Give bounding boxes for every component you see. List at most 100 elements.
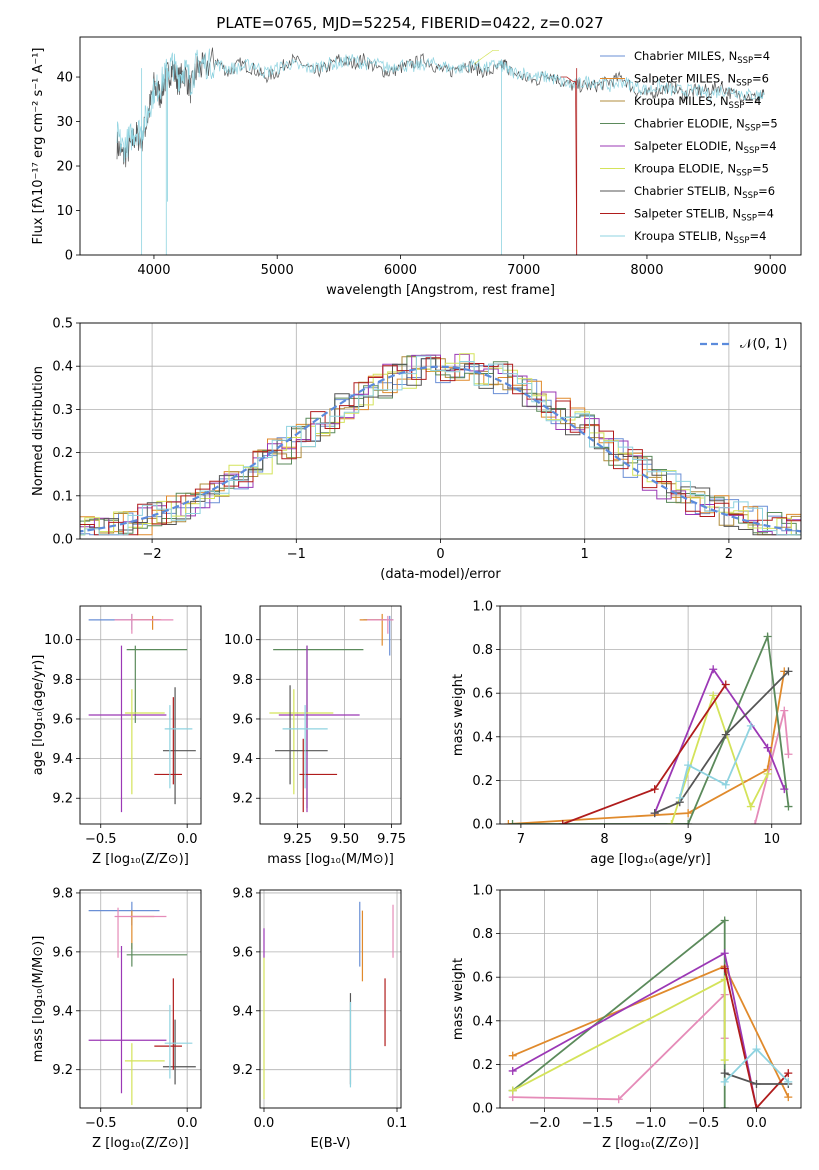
histogram-step xyxy=(80,358,801,536)
y-tick-label: 9.8 xyxy=(52,673,73,688)
legend-label-n: =4 xyxy=(760,139,777,153)
y-axis-label: mass [log₁₀(M/M⊙)] xyxy=(31,936,46,1063)
legend-label-n: =6 xyxy=(758,184,775,198)
x-tick-label: 0.0 xyxy=(254,1116,275,1131)
y-tick-label: 30 xyxy=(56,115,73,130)
y-tick-label: 1.0 xyxy=(472,884,493,899)
y-tick-label: 9.8 xyxy=(232,886,253,901)
legend-label-name: Chabrier ELODIE, N xyxy=(634,117,745,131)
series-line xyxy=(562,683,727,824)
axes-frame xyxy=(79,322,802,540)
y-tick-label: 0.8 xyxy=(472,643,493,658)
x-tick-label: −0.5 xyxy=(688,1116,720,1131)
series-marker xyxy=(558,820,567,824)
legend-label: Chabrier STELIB, NSSP=6 xyxy=(634,184,775,201)
series-marker xyxy=(720,916,729,925)
x-tick-label: 4000 xyxy=(137,263,170,278)
series-line xyxy=(654,670,790,814)
legend-label-n: =4 xyxy=(757,207,774,221)
legend-label-name: Salpeter MILES, N xyxy=(634,72,736,86)
x-tick-label: −1 xyxy=(287,547,306,562)
legend-label-sub: SSP xyxy=(734,236,750,246)
legend-label-name: Kroupa STELIB, N xyxy=(634,229,734,243)
y-tick-label: 0.4 xyxy=(472,1014,493,1029)
x-axis-label: Z [log₁₀(Z/Z⊙)] xyxy=(602,1136,699,1151)
x-tick-label: −2.0 xyxy=(529,1116,561,1131)
residuals-panel: −2 −1 0 1 2 0.0 0.1 0.2 0.3 0.4 0.5 (data-model)/er… xyxy=(31,317,802,582)
errorbar-group xyxy=(269,613,394,813)
series-marker xyxy=(709,691,718,700)
y-tick-label: 9.8 xyxy=(232,673,253,688)
errorbar-group xyxy=(263,901,394,1100)
y-tick-label: 9.8 xyxy=(52,886,73,901)
series-marker xyxy=(721,680,730,689)
y-axis-label: Normed distribution xyxy=(31,366,46,496)
legend-label-name: Kroupa ELODIE, N xyxy=(634,162,736,176)
y-tick-label: 9.2 xyxy=(232,1063,253,1078)
y-tick-label: 0.3 xyxy=(52,403,73,418)
series-marker xyxy=(650,809,659,818)
massweight-vs-Z-panel: −2.0 −1.5 −1.0 −0.5 0.0 0.0 0.2 0.4 0.6 0.8 1.0 Z [… xyxy=(451,884,802,1151)
y-tick-label: 10 xyxy=(56,204,73,219)
series-marker xyxy=(684,761,693,770)
y-tick-label: 40 xyxy=(56,71,73,86)
series-line xyxy=(653,667,786,814)
legend-label: Salpeter MILES, NSSP=6 xyxy=(634,72,769,89)
y-tick-label: 0.2 xyxy=(52,446,73,461)
series-marker xyxy=(684,809,693,818)
y-tick-label: 0.0 xyxy=(472,818,493,833)
series-marker xyxy=(675,793,684,802)
legend-label-sub: SSP xyxy=(736,79,752,89)
series-marker xyxy=(784,667,793,676)
series-marker xyxy=(746,721,755,730)
series-marker xyxy=(784,750,793,759)
x-tick-label: 9.25 xyxy=(283,832,312,847)
y-axis-label: age [log₁₀(age/yr)] xyxy=(31,655,46,776)
x-tick-label: 10 xyxy=(763,832,780,847)
spectrum-line xyxy=(116,47,765,168)
legend-label-sub: SSP xyxy=(737,56,753,66)
y-tick-label: 0.1 xyxy=(52,489,73,504)
series-marker xyxy=(784,1069,793,1078)
series-marker xyxy=(720,1069,729,1078)
x-tick-label: 2 xyxy=(725,547,733,562)
legend-label-sub: SSP xyxy=(745,124,761,134)
x-tick-label: 0.0 xyxy=(746,1116,767,1131)
massweight-vs-age-panel: 7 8 9 10 0.0 0.2 0.4 0.6 0.8 1.0 age [log₁₀(age/yr… xyxy=(451,600,802,867)
series-marker xyxy=(720,964,729,973)
x-axis-label: E(B-V) xyxy=(310,1136,350,1151)
series-line xyxy=(512,633,790,824)
y-tick-label: 0.6 xyxy=(472,971,493,986)
legend-label-name: Salpeter STELIB, N xyxy=(634,207,741,221)
x-axis-label: age [log₁₀(age/yr)] xyxy=(590,852,711,867)
legend-label-sub: SSP xyxy=(742,191,758,201)
legend-label: Kroupa ELODIE, NSSP=5 xyxy=(634,162,769,179)
y-tick-label: 9.2 xyxy=(52,1063,73,1078)
series-marker xyxy=(752,1080,761,1089)
series-marker xyxy=(504,820,513,824)
x-axis-label: (data-model)/error xyxy=(380,567,501,582)
spectrum-line xyxy=(474,49,499,64)
x-tick-label: 8000 xyxy=(630,263,663,278)
y-tick-label: 9.2 xyxy=(232,792,253,807)
y-tick-label: 9.4 xyxy=(52,752,73,767)
series-marker xyxy=(650,785,659,794)
y-tick-label: 1.0 xyxy=(472,600,493,615)
x-tick-label: 0.0 xyxy=(177,1116,198,1131)
legend-label: Salpeter ELODIE, NSSP=4 xyxy=(634,139,777,156)
series-marker xyxy=(763,769,772,778)
series-marker xyxy=(780,706,789,715)
y-tick-label: 10.0 xyxy=(44,633,73,648)
x-tick-label: 0.0 xyxy=(177,832,198,847)
legend-label-n: =4 xyxy=(749,229,766,243)
y-tick-label: 0 xyxy=(65,249,73,264)
series-marker xyxy=(720,1056,729,1065)
x-tick-label: 0.1 xyxy=(387,1116,408,1131)
legend-label-n: =4 xyxy=(753,49,770,63)
y-tick-label: 0.8 xyxy=(472,927,493,942)
y-tick-label: 0.6 xyxy=(472,687,493,702)
x-tick-label: −1.5 xyxy=(582,1116,614,1131)
x-tick-label: 5000 xyxy=(261,263,294,278)
y-tick-label: 9.4 xyxy=(52,1004,73,1019)
